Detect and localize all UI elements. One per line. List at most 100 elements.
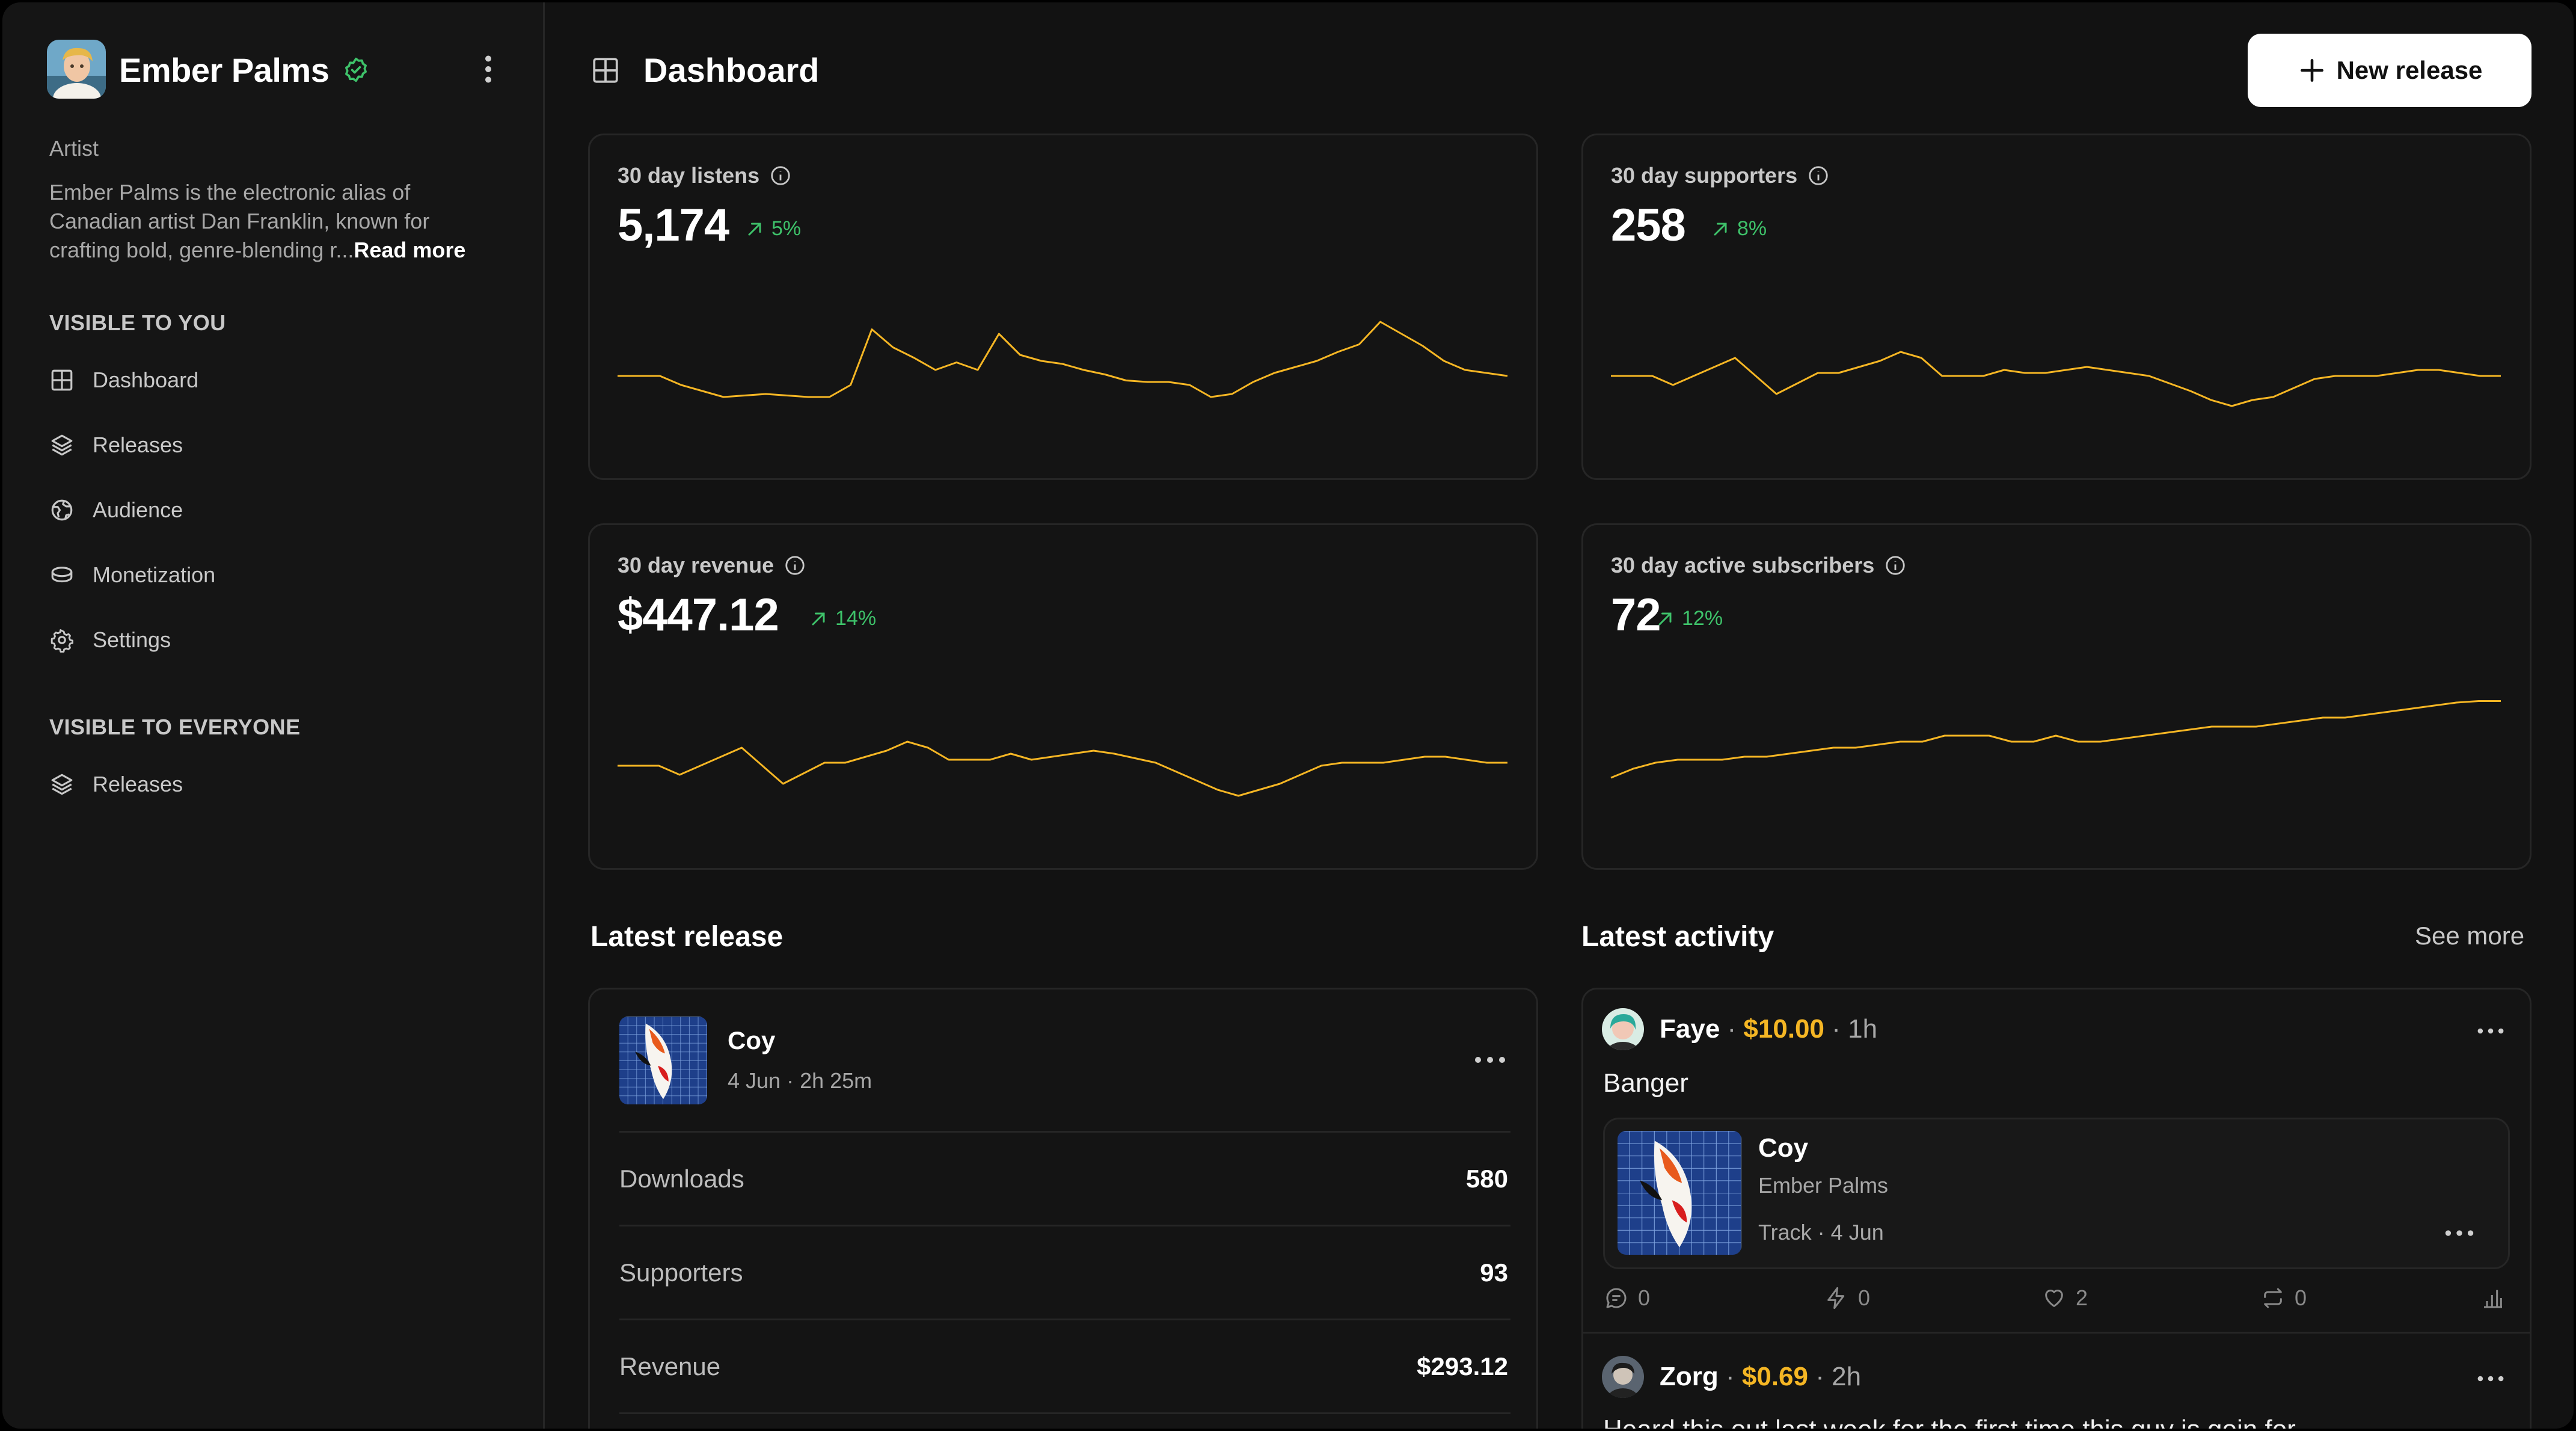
subscribers-sparkline xyxy=(1610,700,2501,779)
comments-count: 0 xyxy=(1638,1285,1651,1310)
stat-card-revenue: 30 day revenue $447.12 14% xyxy=(588,523,1538,870)
stat-card-subscribers: 30 day active subscribers 72 12% xyxy=(1581,523,2532,870)
stat-value: 258 xyxy=(1611,200,1686,251)
stat-change: 12% xyxy=(1654,607,1723,630)
sidebar-item-public-releases[interactable]: Releases xyxy=(49,766,506,802)
section-visible-to-you: VISIBLE TO YOU xyxy=(49,310,226,335)
sidebar-item-label: Dashboard xyxy=(93,368,199,392)
section-visible-to-everyone: VISIBLE TO EVERYONE xyxy=(49,715,301,739)
see-more-link[interactable]: See more xyxy=(2415,922,2525,950)
artist-bio: Ember Palms is the electronic alias of C… xyxy=(49,178,506,265)
boosts-stat[interactable]: 0 xyxy=(1824,1281,1870,1315)
stat-title: 30 day revenue xyxy=(618,553,806,578)
activity-header: Zorg · $0.69 · 2h xyxy=(1660,1362,1861,1392)
activity-more-icon[interactable] xyxy=(2476,1025,2505,1037)
divider xyxy=(619,1319,1510,1320)
latest-activity-heading: Latest activity xyxy=(1581,921,1774,953)
sidebar-item-label: Releases xyxy=(93,432,183,457)
activity-time: 2h xyxy=(1832,1362,1862,1391)
sidebar-item-audience[interactable]: Audience xyxy=(49,492,506,528)
supporters-label: Supporters xyxy=(619,1258,743,1287)
stat-card-listens: 30 day listens 5,174 5% xyxy=(588,134,1538,480)
info-icon[interactable] xyxy=(1807,164,1830,187)
activity-more-icon[interactable] xyxy=(2476,1373,2505,1385)
sidebar-item-releases[interactable]: Releases xyxy=(49,427,506,463)
stat-title-text: 30 day listens xyxy=(618,163,760,188)
release-cover[interactable] xyxy=(619,1017,707,1104)
stat-title: 30 day active subscribers xyxy=(1611,553,1907,578)
listens-sparkline xyxy=(618,321,1508,398)
stat-value: 72 xyxy=(1611,589,1661,641)
stats-bar-icon[interactable] xyxy=(2481,1286,2505,1310)
activity-user[interactable]: Faye xyxy=(1660,1014,1720,1044)
release-title[interactable]: Coy xyxy=(728,1026,776,1054)
new-release-label: New release xyxy=(2336,56,2483,84)
more-vertical-icon[interactable] xyxy=(477,54,499,84)
track-cover xyxy=(1618,1131,1741,1255)
stat-change-text: 5% xyxy=(771,217,802,240)
release-more-icon[interactable] xyxy=(1473,1054,1507,1066)
user-avatar[interactable] xyxy=(1602,1008,1644,1050)
track-meta: Track · 4 Jun xyxy=(1758,1220,1884,1245)
sidebar-item-dashboard[interactable]: Dashboard xyxy=(49,362,506,398)
sidebar-item-monetization[interactable]: Monetization xyxy=(49,557,506,593)
new-release-button[interactable]: New release xyxy=(2248,34,2532,107)
arrow-up-right-icon xyxy=(1658,612,1672,625)
revenue-label: Revenue xyxy=(619,1352,721,1380)
supporters-value: 93 xyxy=(1480,1258,1508,1287)
artist-name: Ember Palms xyxy=(119,51,330,89)
coins-icon xyxy=(51,567,73,583)
stat-change: 8% xyxy=(1710,217,1767,241)
arrow-up-right-icon xyxy=(812,612,825,625)
release-date: 4 Jun xyxy=(728,1068,781,1093)
heart-icon xyxy=(2045,1290,2063,1307)
release-duration: 2h 25m xyxy=(800,1068,872,1093)
layers-icon xyxy=(51,774,73,795)
comments-stat[interactable]: 0 xyxy=(1604,1281,1650,1315)
activity-user[interactable]: Zorg xyxy=(1660,1362,1719,1391)
artist-avatar[interactable] xyxy=(47,40,106,99)
read-more-link[interactable]: Read more xyxy=(354,238,466,262)
stat-title: 30 day listens xyxy=(618,163,792,188)
activity-header: Faye · $10.00 · 1h xyxy=(1660,1014,1877,1044)
divider xyxy=(619,1225,1510,1226)
stat-value: $447.12 xyxy=(618,589,779,641)
globe-icon xyxy=(51,499,73,521)
info-icon[interactable] xyxy=(769,164,792,187)
artist-role: Artist xyxy=(49,136,99,161)
bio-text: Ember Palms is the electronic alias of C… xyxy=(49,180,430,262)
arrow-up-right-icon xyxy=(748,223,761,235)
divider xyxy=(619,1412,1510,1414)
activity-amount: $10.00 xyxy=(1743,1014,1824,1044)
separator: · xyxy=(1808,1362,1832,1391)
stat-change-text: 8% xyxy=(1737,217,1767,240)
sidebar-item-settings[interactable]: Settings xyxy=(49,622,506,658)
stat-title-text: 30 day active subscribers xyxy=(1611,553,1875,577)
activity-amount: $0.69 xyxy=(1741,1362,1808,1391)
reposts-stat[interactable]: 0 xyxy=(2261,1281,2307,1315)
sidebar: Ember Palms Artist Ember Palms is the el… xyxy=(2,2,545,1429)
listens-trend-line xyxy=(618,321,1508,398)
track-more-icon[interactable] xyxy=(2444,1227,2475,1239)
user-avatar[interactable] xyxy=(1602,1356,1644,1398)
activity-comment: Banger xyxy=(1603,1068,1688,1098)
likes-count: 2 xyxy=(2076,1285,2088,1310)
stat-value: 5,174 xyxy=(618,200,729,251)
revenue-value: $293.12 xyxy=(1417,1352,1508,1380)
likes-stat[interactable]: 2 xyxy=(2042,1281,2088,1315)
info-icon[interactable] xyxy=(784,554,806,577)
page-title: Dashboard xyxy=(643,51,820,89)
separator: · xyxy=(1720,1014,1744,1044)
activity-time: 1h xyxy=(1848,1014,1878,1044)
downloads-value: 580 xyxy=(1465,1165,1508,1193)
lightning-icon xyxy=(1827,1287,1845,1309)
downloads-label: Downloads xyxy=(619,1165,744,1193)
track-date: 4 Jun xyxy=(1830,1220,1884,1245)
comment-icon xyxy=(1606,1288,1627,1308)
embedded-track-card[interactable] xyxy=(1603,1118,2510,1269)
latest-release-card xyxy=(588,988,1538,1429)
latest-release-heading: Latest release xyxy=(590,921,784,953)
info-icon[interactable] xyxy=(1884,554,1907,577)
repost-icon xyxy=(2264,1288,2282,1308)
